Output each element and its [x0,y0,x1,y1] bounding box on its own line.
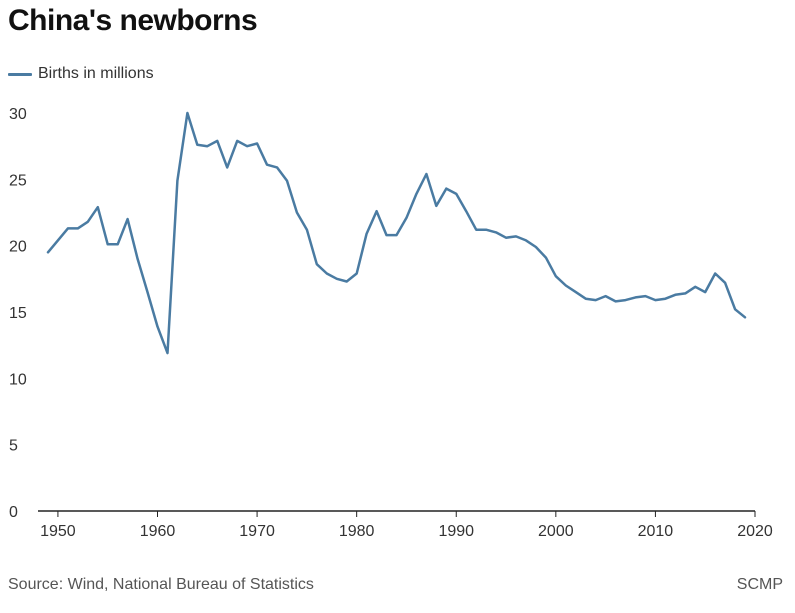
data-point [622,296,630,304]
data-point [661,295,669,303]
x-tick-label: 1950 [40,523,76,540]
data-point [442,185,450,193]
data-point [223,163,231,171]
series-layer [44,109,749,357]
x-tick-label: 1960 [140,523,176,540]
data-point [273,163,281,171]
data-point [54,236,62,244]
data-point [313,260,321,268]
data-point [283,177,291,185]
series-line-births [46,111,747,355]
data-point [472,226,480,234]
data-point [502,234,510,242]
y-tick-label: 15 [9,305,27,322]
data-point [373,207,381,215]
x-tick-label: 2010 [638,523,674,540]
data-point [612,297,620,305]
data-point [731,305,739,313]
y-axis-ticks: 0 5 10 15 20 25 30 [9,106,27,521]
data-point [632,293,640,301]
legend: Births in millions [8,65,154,83]
data-point [691,283,699,291]
data-point [124,215,132,223]
data-point [741,313,749,321]
data-point [183,109,191,117]
data-point [64,224,72,232]
data-point [173,177,181,185]
y-tick-label: 10 [9,371,27,388]
data-point [681,289,689,297]
data-point [721,279,729,287]
legend-label: Births in millions [38,65,154,82]
data-point [532,243,540,251]
data-point [671,291,679,299]
data-point [462,207,470,215]
x-tick-label: 2020 [737,523,773,540]
y-tick-label: 20 [9,239,27,256]
data-point [243,142,251,150]
data-point [552,272,560,280]
data-point [154,323,162,331]
data-point [432,202,440,210]
data-point [651,296,659,304]
data-point [203,142,211,150]
source-note: Source: Wind, National Bureau of Statist… [8,576,314,593]
data-point [303,226,311,234]
data-point [164,349,172,357]
data-point [363,230,371,238]
data-point [393,231,401,239]
data-point [701,288,709,296]
data-point [144,288,152,296]
data-point [383,231,391,239]
data-point [582,295,590,303]
data-point [542,254,550,262]
data-point [253,140,261,148]
data-point [343,278,351,286]
x-tick-label: 1990 [438,523,474,540]
data-point [711,270,719,278]
data-point [452,190,460,198]
data-point [193,141,201,149]
data-point [492,228,500,236]
data-point [353,270,361,278]
x-axis-ticks: 1950 1960 1970 1980 1990 2000 2010 2020 [40,511,773,540]
data-point [104,240,112,248]
data-point [94,203,102,211]
legend-line-swatch [8,72,32,76]
y-tick-label: 25 [9,172,27,189]
data-point [422,170,430,178]
data-point [134,255,142,263]
data-point [602,292,610,300]
x-tick-label: 2000 [538,523,574,540]
data-point [74,224,82,232]
data-point [333,275,341,283]
x-tick-label: 1970 [239,523,275,540]
data-point [412,190,420,198]
y-tick-label: 5 [9,438,18,455]
data-point [512,232,520,240]
y-tick-label: 30 [9,106,27,123]
data-point [114,240,122,248]
data-point [482,226,490,234]
credit-label: SCMP [736,576,783,593]
data-point [263,161,271,169]
data-point [522,236,530,244]
data-point [323,270,331,278]
data-point [562,282,570,290]
data-point [572,288,580,296]
data-point [44,248,52,256]
data-point [293,209,301,217]
data-point [213,137,221,145]
data-point [592,296,600,304]
data-point [642,292,650,300]
y-tick-label: 0 [9,504,18,521]
data-point [233,137,241,145]
chart-title: China's newborns [8,4,258,37]
data-point [84,218,92,226]
data-point [403,214,411,222]
x-tick-label: 1980 [339,523,375,540]
